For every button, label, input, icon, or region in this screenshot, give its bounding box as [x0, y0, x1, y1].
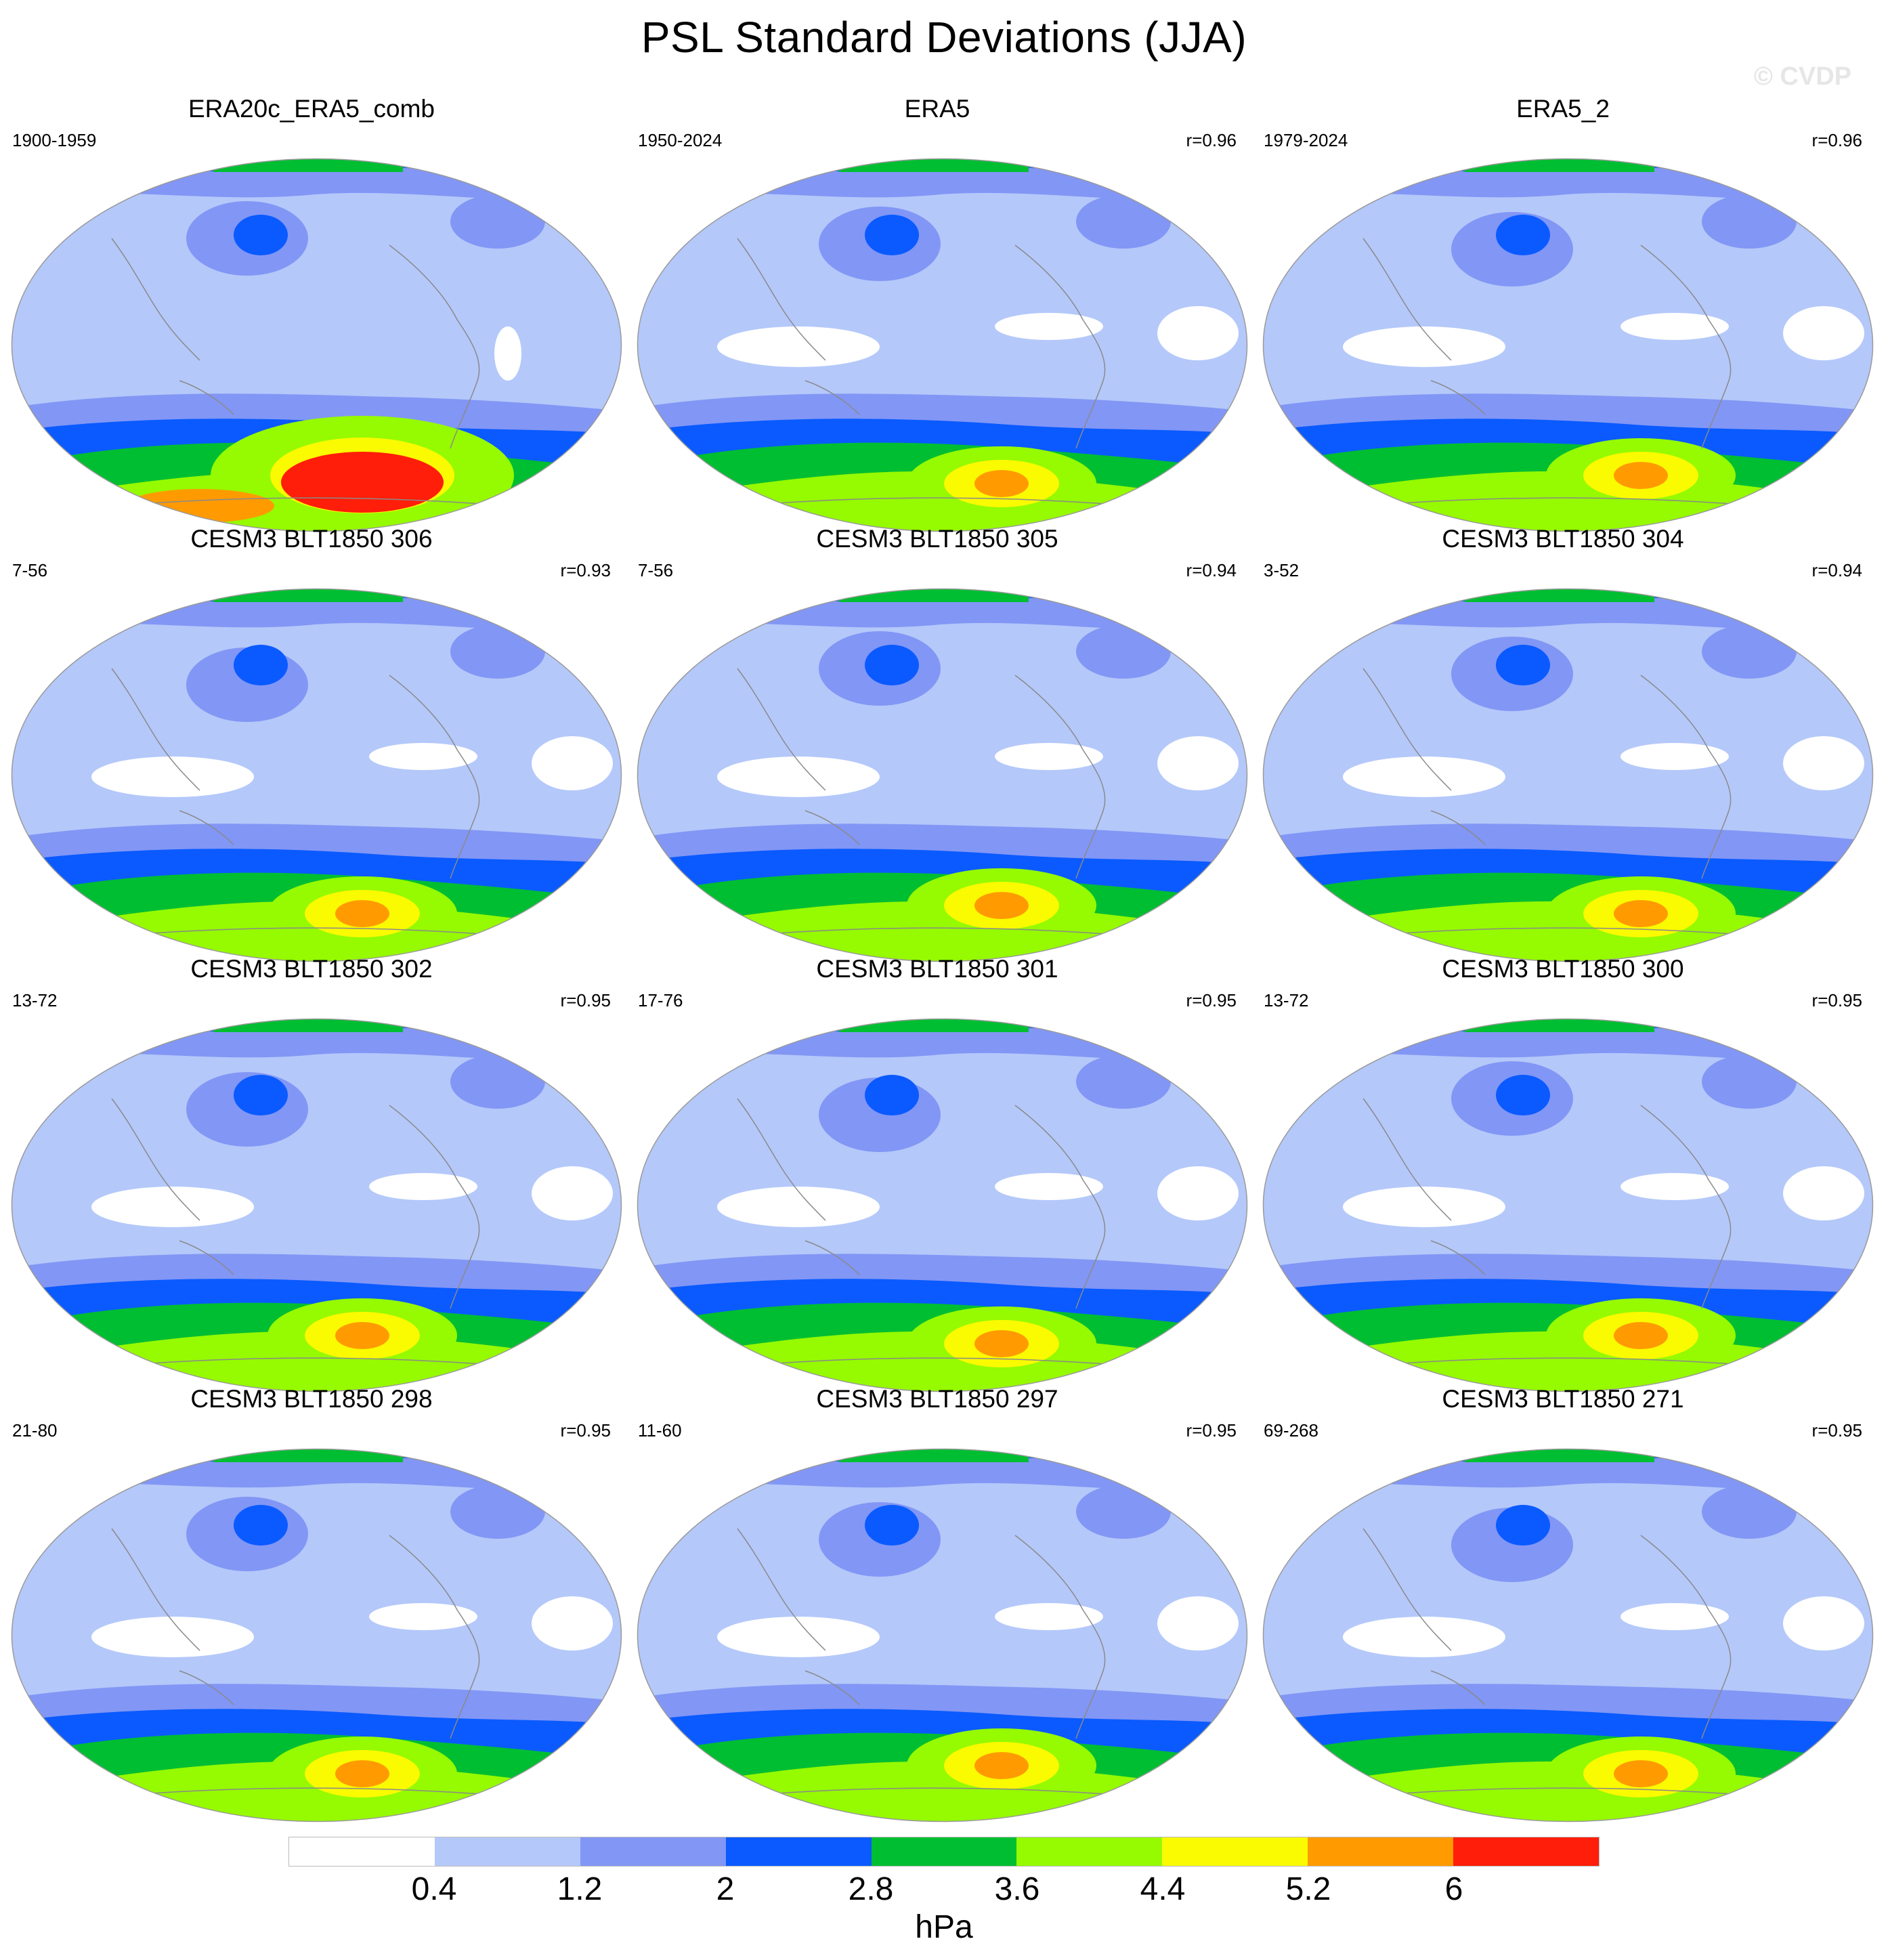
panel-correlation: r=0.94 [1186, 560, 1237, 580]
panel-years: 21-80 [12, 1420, 58, 1441]
panel-years: 7-56 [12, 560, 48, 580]
colorbar-segment [725, 1837, 872, 1866]
colorbar-tick-label: 3.6 [994, 1871, 1040, 1907]
colorbar-tick-label: 2.8 [848, 1871, 894, 1907]
panel-years: 13-72 [12, 990, 58, 1010]
colorbar-tick-label: 4.4 [1140, 1871, 1186, 1907]
panel-years: 11-60 [638, 1420, 682, 1441]
colorbar-segment [1162, 1837, 1308, 1866]
map-field [1263, 1449, 1873, 1822]
colorbar-segment [434, 1837, 580, 1866]
map-field [12, 158, 622, 532]
world-map [1262, 1018, 1874, 1392]
world-map [637, 1018, 1248, 1392]
map-field [12, 1449, 622, 1822]
panel-years: 17-76 [638, 990, 683, 1010]
map-field [637, 1019, 1247, 1392]
map-field [637, 1449, 1247, 1822]
panel-correlation: r=0.96 [1186, 130, 1237, 150]
world-map [637, 158, 1248, 532]
map-field [637, 158, 1247, 532]
world-map [11, 1448, 622, 1823]
panel-correlation: r=0.94 [1811, 560, 1862, 580]
world-map [637, 1448, 1248, 1823]
colorbar-segment [580, 1837, 726, 1866]
colorbar-tick-label: 2 [716, 1871, 735, 1907]
panel-years: 1900-1959 [12, 130, 97, 150]
panel-years: 13-72 [1264, 990, 1309, 1010]
panel-title: CESM3 BLT1850 271 [1442, 1385, 1684, 1413]
panel-correlation: r=0.95 [1186, 990, 1237, 1010]
map-panel: ERA5_2 1979-2024 r=0.96 [1251, 95, 1874, 532]
panel-years: 1950-2024 [638, 130, 723, 150]
panel-title: CESM3 BLT1850 300 [1442, 955, 1684, 983]
colorbar-units: hPa [915, 1909, 973, 1945]
panel-correlation: r=0.95 [1811, 990, 1862, 1010]
panel-title: ERA5 [904, 95, 970, 123]
colorbar-tick-label: 0.4 [411, 1871, 457, 1907]
colorbar-tick-label: 1.2 [557, 1871, 603, 1907]
panel-title: CESM3 BLT1850 301 [816, 955, 1058, 983]
watermark: © CVDP [1753, 62, 1851, 91]
world-map [1262, 1448, 1874, 1823]
map-panel: CESM3 BLT1850 297 11-60 r=0.95 [626, 1385, 1249, 1823]
panel-correlation: r=0.95 [1186, 1420, 1237, 1441]
map-field [637, 589, 1247, 962]
world-map [11, 158, 622, 532]
map-panel: CESM3 BLT1850 271 69-268 r=0.95 [1251, 1385, 1874, 1823]
world-map [1262, 588, 1874, 962]
panel-correlation: r=0.95 [560, 1420, 611, 1441]
map-field [1263, 589, 1873, 962]
panel-title: CESM3 BLT1850 305 [816, 525, 1058, 553]
map-panel: CESM3 BLT1850 306 7-56 r=0.93 [0, 525, 623, 962]
map-panel: ERA20c_ERA5_comb 1900-1959 [0, 95, 623, 532]
panel-years: 7-56 [638, 560, 674, 580]
map-panel: CESM3 BLT1850 302 13-72 r=0.95 [0, 955, 623, 1392]
panel-correlation: r=0.93 [560, 560, 611, 580]
colorbar-segment [1453, 1837, 1600, 1866]
panel-title: CESM3 BLT1850 306 [190, 525, 433, 553]
map-field [12, 589, 622, 962]
colorbar-segment [871, 1837, 1017, 1866]
world-map [637, 588, 1248, 962]
world-map [11, 588, 622, 962]
map-panel: CESM3 BLT1850 301 17-76 r=0.95 [626, 955, 1249, 1392]
map-field [1263, 1019, 1873, 1392]
world-map [11, 1018, 622, 1392]
panel-correlation: r=0.95 [1811, 1420, 1862, 1441]
panel-title: CESM3 BLT1850 304 [1442, 525, 1684, 553]
colorbar [288, 1837, 1600, 1867]
map-panel: CESM3 BLT1850 304 3-52 r=0.94 [1251, 525, 1874, 962]
colorbar-segment [1308, 1837, 1454, 1866]
panel-title: CESM3 BLT1850 297 [816, 1385, 1058, 1413]
panel-title: ERA20c_ERA5_comb [188, 95, 435, 123]
map-panel: CESM3 BLT1850 298 21-80 r=0.95 [0, 1385, 623, 1823]
map-panel: ERA5 1950-2024 r=0.96 [626, 95, 1249, 532]
map-field [1263, 158, 1873, 532]
panel-title: ERA5_2 [1516, 95, 1610, 123]
panel-years: 1979-2024 [1264, 130, 1348, 150]
panel-title: CESM3 BLT1850 298 [190, 1385, 433, 1413]
panel-years: 3-52 [1264, 560, 1300, 580]
panel-correlation: r=0.95 [560, 990, 611, 1010]
panel-correlation: r=0.96 [1811, 130, 1862, 150]
colorbar-segment [289, 1837, 435, 1866]
map-field [12, 1019, 622, 1392]
panel-title: CESM3 BLT1850 302 [190, 955, 433, 983]
figure-title: PSL Standard Deviations (JJA) [641, 13, 1247, 62]
colorbar-tick-label: 6 [1444, 1871, 1463, 1907]
world-map [1262, 158, 1874, 532]
colorbar-segment [1016, 1837, 1163, 1866]
panel-years: 69-268 [1264, 1420, 1318, 1441]
map-panel: CESM3 BLT1850 300 13-72 r=0.95 [1251, 955, 1874, 1392]
colorbar-tick-label: 5.2 [1285, 1871, 1331, 1907]
map-panel: CESM3 BLT1850 305 7-56 r=0.94 [626, 525, 1249, 962]
colorbar-ticks: 0.4 1.2 2 2.8 3.6 4.4 5.2 6 [0, 1871, 1888, 1911]
